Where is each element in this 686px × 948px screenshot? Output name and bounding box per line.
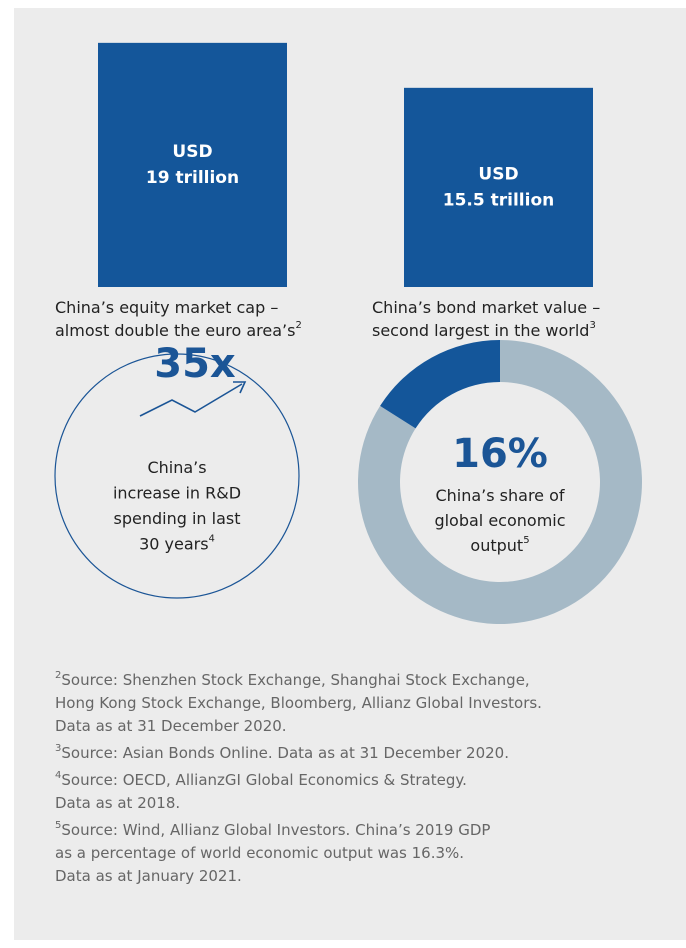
- caption-text: China’s equity market cap –: [55, 298, 278, 317]
- bar-caption: China’s equity market cap –: [55, 298, 278, 317]
- caption-text: 30 years: [139, 534, 208, 553]
- footnote-text: Source: Wind, Allianz Global Investors. …: [61, 821, 490, 839]
- superscript: 2: [295, 320, 301, 331]
- circle-caption: spending in last: [114, 509, 241, 528]
- footnote-line: 2Source: Shenzhen Stock Exchange, Shangh…: [55, 670, 530, 689]
- caption-text: China’s share of: [435, 486, 564, 505]
- footnote-mark: 3: [55, 743, 61, 754]
- caption-text: second largest in the world: [372, 321, 589, 340]
- bar: [98, 42, 287, 287]
- circle-caption: China’s: [147, 458, 206, 477]
- bar-caption: second largest in the world3: [372, 320, 596, 340]
- donut-caption: output5: [470, 535, 529, 555]
- donut-caption: China’s share of: [435, 486, 564, 505]
- footnote-line: Data as at 31 December 2020.: [55, 717, 287, 735]
- superscript: 4: [209, 534, 215, 545]
- footnote-text: Source: Shenzhen Stock Exchange, Shangha…: [61, 671, 529, 689]
- footnote-text: Data as at 31 December 2020.: [55, 717, 287, 735]
- trend-arrow: [139, 383, 243, 417]
- circle-headline: 35x: [154, 341, 236, 387]
- footnote-text: Source: OECD, AllianzGI Global Economics…: [61, 771, 467, 789]
- footnote-mark: 5: [55, 820, 61, 831]
- bar-amount: 15.5 trillion: [443, 190, 554, 210]
- donut-rest: [358, 340, 642, 624]
- caption-text: China’s bond market value –: [372, 298, 600, 317]
- caption-text: almost double the euro area’s: [55, 321, 295, 340]
- bar-amount: 19 trillion: [146, 168, 239, 188]
- footnote-text: Source: Asian Bonds Online. Data as at 3…: [61, 744, 509, 762]
- bar-unit: USD: [478, 164, 518, 184]
- donut-caption: global economic: [434, 511, 565, 530]
- footnote-text: as a percentage of world economic output…: [55, 844, 464, 862]
- bar: [404, 87, 593, 287]
- footnote-line: Data as at 2018.: [55, 794, 180, 812]
- footnote-line: as a percentage of world economic output…: [55, 844, 464, 862]
- footnote-line: 5Source: Wind, Allianz Global Investors.…: [55, 820, 490, 839]
- circle-caption: increase in R&D: [113, 483, 241, 502]
- bar-caption: almost double the euro area’s2: [55, 320, 302, 340]
- footnote-text: Hong Kong Stock Exchange, Bloomberg, All…: [55, 694, 542, 712]
- caption-text: global economic: [434, 511, 565, 530]
- footnote-line: Data as at January 2021.: [55, 867, 242, 885]
- footnote-text: Data as at 2018.: [55, 794, 180, 812]
- circle-outline: [54, 353, 300, 599]
- caption-text: output: [470, 536, 523, 555]
- superscript: 5: [523, 535, 529, 546]
- footnote-mark: 4: [55, 770, 61, 781]
- footnote-line: Hong Kong Stock Exchange, Bloomberg, All…: [55, 694, 542, 712]
- caption-text: increase in R&D: [113, 483, 241, 502]
- superscript: 3: [589, 320, 595, 331]
- bar-caption: China’s bond market value –: [372, 298, 600, 317]
- caption-text: spending in last: [114, 509, 241, 528]
- footnote-text: Data as at January 2021.: [55, 867, 242, 885]
- bar-unit: USD: [172, 142, 212, 162]
- footnote-line: 4Source: OECD, AllianzGI Global Economic…: [55, 770, 467, 789]
- donut-segment: [380, 340, 500, 429]
- footnote-mark: 2: [55, 670, 61, 681]
- arrow-head: [233, 381, 247, 394]
- footnote-line: 3Source: Asian Bonds Online. Data as at …: [55, 743, 509, 762]
- caption-text: China’s: [147, 458, 206, 477]
- donut-headline: 16%: [452, 431, 548, 477]
- circle-caption: 30 years4: [139, 534, 215, 554]
